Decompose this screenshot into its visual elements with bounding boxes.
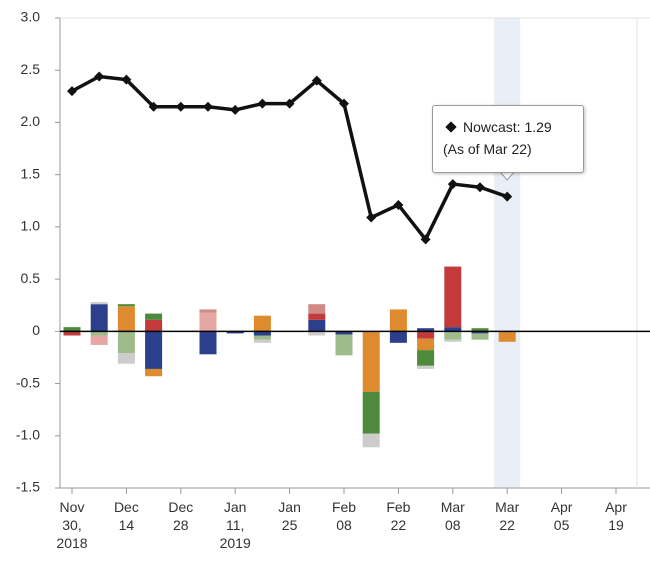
bar-segment — [417, 338, 435, 351]
bar-segment — [90, 331, 108, 336]
bar-segment — [117, 306, 135, 332]
bar-segment — [199, 331, 217, 355]
bar-segment — [471, 328, 489, 332]
bar-segment — [444, 266, 462, 328]
bar-segment — [199, 309, 217, 313]
bar-segment — [417, 365, 435, 369]
bar-segment — [145, 313, 163, 320]
nowcast-marker — [311, 75, 322, 86]
x-tick-label: Dec 28 — [168, 499, 194, 533]
bar-segment — [90, 304, 108, 332]
y-tick-label: -1.5 — [16, 479, 40, 495]
bar-segment — [444, 327, 462, 332]
nowcast-marker — [257, 98, 268, 109]
nowcast-marker — [420, 234, 431, 245]
bar-segment — [308, 331, 326, 336]
bar-segment — [253, 315, 271, 332]
bar-segment — [471, 333, 489, 340]
bar-segment — [308, 313, 326, 320]
bar-segment — [362, 331, 380, 392]
bar-segment — [253, 335, 271, 340]
y-tick-label: 1.5 — [21, 165, 41, 181]
x-tick-label: Feb 22 — [386, 499, 411, 533]
bar-segment — [444, 331, 462, 340]
bar-segment — [253, 339, 271, 343]
x-tick-label: Dec 14 — [113, 499, 139, 533]
bar-segment — [145, 319, 163, 332]
bar-segment — [90, 335, 108, 345]
bar-segment — [308, 319, 326, 332]
bar-segment — [226, 331, 244, 334]
bar-segment — [63, 331, 81, 336]
x-tick-label: Feb 08 — [331, 499, 357, 533]
nowcast-marker — [175, 101, 186, 112]
bar-segment — [145, 368, 163, 377]
bar-segment — [199, 312, 217, 332]
nowcast-marker — [203, 101, 213, 112]
bar-segment — [335, 334, 353, 356]
bar-segment — [389, 309, 407, 332]
nowcast-marker — [148, 101, 159, 112]
bar-segment — [417, 350, 435, 366]
y-tick-label: 3.0 — [21, 9, 41, 25]
nowcast-marker — [121, 74, 132, 85]
nowcast-marker — [230, 104, 241, 115]
tooltip-line: Nowcast: 1.29 — [443, 116, 573, 138]
x-tick-label: Mar 22 — [495, 499, 520, 533]
bar-segment — [389, 331, 407, 343]
tooltip: Nowcast: 1.29 (As of Mar 22) — [432, 105, 584, 173]
nowcast-marker — [502, 191, 513, 202]
x-tick-label: Jan 25 — [278, 499, 301, 533]
bar-segment — [117, 353, 135, 364]
y-tick-label: 0 — [32, 322, 40, 338]
nowcast-marker — [366, 212, 377, 223]
bar-segment — [308, 304, 326, 314]
highlight-band — [494, 18, 521, 488]
bar-segment — [253, 331, 271, 336]
bar-segment — [335, 331, 353, 335]
bar-segment — [145, 331, 163, 369]
nowcast-marker — [284, 98, 295, 109]
tooltip-date: (As of Mar 22) — [443, 141, 532, 157]
bar-segment — [63, 327, 81, 332]
y-tick-label: 0.5 — [21, 270, 41, 286]
bar-segment — [417, 328, 435, 332]
x-tick-label: Apr 05 — [550, 499, 573, 533]
bar-segment — [90, 302, 108, 305]
x-tick-label: Nov 30, 2018 — [56, 499, 88, 551]
bar-segment — [117, 331, 135, 354]
bar-segment — [417, 331, 435, 339]
nowcast-marker — [339, 98, 349, 109]
tooltip-value: Nowcast: 1.29 — [463, 119, 552, 135]
nowcast-marker — [475, 182, 485, 193]
y-tick-label: 2.5 — [21, 61, 41, 77]
bar-segment — [471, 331, 489, 334]
bar-segment — [117, 304, 135, 307]
y-tick-label: -1.0 — [16, 426, 40, 442]
x-tick-label: Jan 11, 2019 — [219, 499, 251, 551]
nowcast-marker — [94, 71, 105, 82]
y-tick-label: -0.5 — [16, 374, 40, 390]
y-tick-label: 1.0 — [21, 218, 41, 234]
bar-segment — [362, 391, 380, 434]
y-tick-label: 2.0 — [21, 113, 41, 129]
bar-segment — [498, 331, 516, 342]
bar-segment — [362, 433, 380, 448]
nowcast-marker — [393, 199, 404, 210]
nowcast-marker — [67, 86, 77, 97]
x-tick-label: Mar 08 — [440, 499, 465, 533]
tooltip-marker — [445, 121, 457, 133]
nowcast-marker — [447, 179, 458, 190]
x-tick-label: Apr 19 — [605, 499, 627, 533]
bar-segment — [444, 339, 462, 342]
